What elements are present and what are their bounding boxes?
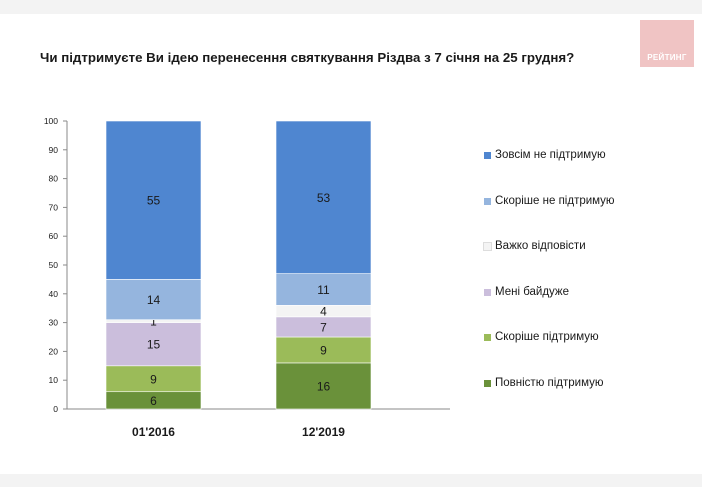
legend-item: Зовсім не підтримую	[484, 149, 606, 161]
y-tick-label: 80	[49, 174, 59, 184]
legend-swatch	[484, 288, 491, 296]
legend-swatch	[484, 151, 491, 159]
bar-segment	[105, 322, 202, 367]
legend-swatch	[483, 241, 492, 251]
data-label: 1	[150, 315, 157, 329]
y-tick-label: 0	[53, 404, 58, 414]
y-tick-label: 20	[49, 346, 59, 356]
data-label: 9	[320, 343, 327, 357]
bar-segment	[275, 362, 372, 410]
bar-segment	[275, 273, 372, 306]
y-tick-label: 60	[49, 231, 59, 241]
bar-segment	[275, 336, 372, 364]
data-label: 9	[150, 372, 157, 386]
legend-label: Зовсім не підтримую	[495, 149, 606, 161]
y-tick-label: 10	[49, 375, 59, 385]
x-category-label: 12'2019	[302, 425, 345, 439]
y-tick-label: 40	[49, 289, 59, 299]
legend-label: Мені байдуже	[495, 286, 570, 298]
y-tick-label: 30	[49, 318, 59, 328]
bar-segment	[105, 365, 202, 393]
legend-item: Мені байдуже	[484, 286, 569, 298]
data-label: 16	[317, 379, 331, 393]
legend-label: Скоріше підтримую	[495, 331, 599, 343]
bar-segment	[275, 120, 372, 274]
rating-logo: РЕЙТИНГ	[640, 20, 694, 67]
legend-item: Важко відповісти	[483, 240, 586, 252]
data-label: 55	[147, 194, 161, 208]
bar-segment	[105, 120, 202, 280]
data-label: 53	[317, 191, 331, 205]
y-tick-label: 90	[49, 145, 59, 155]
data-label: 11	[317, 283, 330, 297]
y-tick-label: 50	[49, 260, 59, 270]
legend-item: Повністю підтримую	[484, 377, 604, 389]
legend-item: Скоріше підтримую	[484, 331, 599, 343]
data-label: 15	[147, 338, 161, 352]
data-label: 6	[150, 394, 157, 408]
legend-swatch	[484, 333, 491, 341]
legend-item: Скоріше не підтримую	[484, 195, 615, 207]
legend-label: Скоріше не підтримую	[495, 195, 615, 207]
legend-swatch	[484, 379, 491, 387]
y-tick-label: 100	[44, 116, 58, 126]
top-bar	[0, 0, 702, 14]
data-label: 14	[147, 293, 161, 307]
legend-swatch	[484, 197, 491, 205]
chart-title: Чи підтримуєте Ви ідею перенесення святк…	[40, 50, 575, 65]
data-label: 4	[320, 305, 327, 319]
legend-label: Повністю підтримую	[495, 377, 604, 389]
y-tick-label: 70	[49, 202, 59, 212]
bottom-bar	[0, 474, 702, 487]
legend-label: Важко відповісти	[495, 240, 586, 252]
x-category-label: 01'2016	[132, 425, 175, 439]
data-label: 7	[320, 320, 327, 334]
